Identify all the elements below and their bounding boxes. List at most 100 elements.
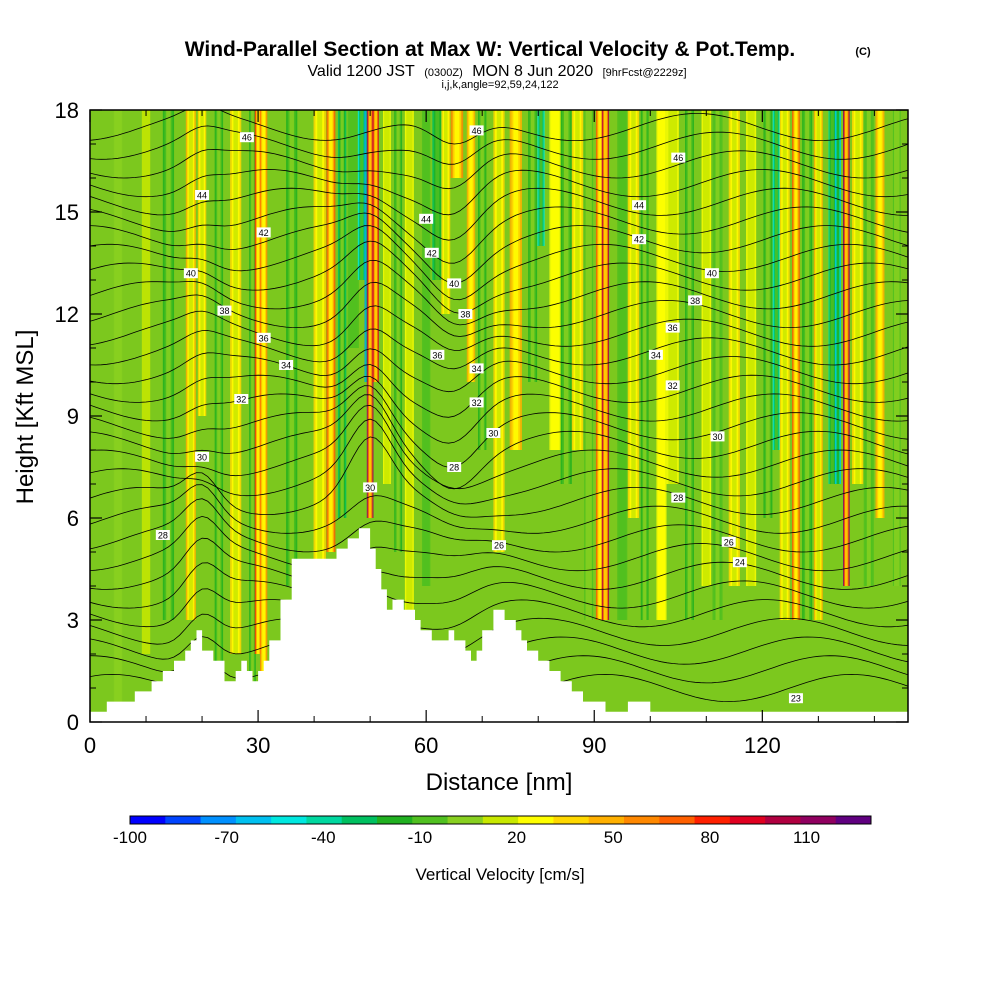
contour-label-bg	[710, 431, 725, 442]
colorbar-tick-label: 110	[793, 828, 820, 847]
velocity-band	[384, 110, 390, 484]
theta-contour-line	[90, 187, 908, 241]
colorbar-swatch	[377, 816, 413, 824]
contour-label-bg	[195, 451, 210, 462]
contour-label: 26	[724, 537, 734, 547]
velocity-band	[774, 110, 778, 450]
theta-contour-line	[90, 110, 908, 145]
velocity-band	[702, 110, 710, 586]
velocity-band	[894, 110, 900, 586]
colorbar-swatch	[694, 816, 731, 824]
velocity-band	[188, 110, 193, 620]
contour-label: 36	[432, 350, 442, 360]
velocity-band	[360, 110, 364, 280]
contour-label: 28	[158, 531, 168, 541]
velocity-band	[631, 110, 636, 518]
colorbar-swatch	[588, 816, 625, 824]
theta-contour-line	[90, 364, 908, 418]
velocity-band	[618, 110, 626, 620]
contour-label: 44	[634, 201, 644, 211]
y-tick-label: 18	[55, 98, 79, 123]
velocity-band	[141, 110, 151, 654]
subtitle-valid: Valid 1200 JST	[307, 63, 415, 80]
colorbar-swatch	[835, 816, 872, 824]
theta-contour-line	[90, 394, 908, 490]
colorbar-tick-label: 80	[700, 828, 719, 847]
theta-contour-line	[90, 169, 908, 216]
velocity-band	[368, 110, 372, 518]
contour-label-bg	[363, 482, 378, 493]
x-tick-label: 60	[414, 733, 438, 758]
theta-contour-line	[90, 418, 908, 505]
velocity-band	[262, 110, 266, 688]
contour-label-bg	[632, 200, 647, 211]
contour-label: 34	[651, 350, 661, 360]
theta-contour-line	[90, 484, 908, 534]
velocity-band	[747, 110, 755, 586]
x-tick-label: 90	[582, 733, 606, 758]
velocity-band	[687, 110, 692, 620]
colorbar-swatch	[447, 816, 484, 824]
velocity-band	[513, 110, 519, 450]
colorbar-swatch	[165, 816, 202, 824]
theta-contour-line	[90, 348, 908, 393]
velocity-band	[200, 110, 204, 416]
colorbar-swatch	[765, 816, 801, 824]
contour-label-bg	[665, 380, 680, 391]
theta-contour-line	[90, 148, 908, 190]
contour-label: 34	[281, 361, 291, 371]
contour-label: 28	[449, 463, 459, 473]
theta-contour-line	[90, 562, 908, 609]
colorbar-tick-label: -70	[214, 828, 239, 847]
colorbar-swatch	[729, 816, 766, 824]
velocity-band	[443, 110, 448, 314]
velocity-band	[643, 110, 647, 620]
velocity-band	[603, 110, 607, 620]
velocity-band	[805, 110, 810, 620]
contour-label: 30	[365, 483, 375, 493]
velocity-band	[866, 110, 871, 586]
contour-label: 32	[668, 381, 678, 391]
contour-label-bg	[447, 462, 462, 472]
subtitle-zulu: (0300Z)	[424, 67, 463, 79]
contour-label: 32	[236, 395, 246, 405]
theta-contour-labels: 46 46 46 44 44 44 42 42 42 40 40 40 38 38 38 36 36 36 34 34…	[155, 125, 803, 704]
velocity-band	[251, 110, 254, 688]
contour-label: 36	[259, 333, 269, 343]
velocity-band	[836, 110, 840, 484]
colorbar-swatch	[130, 816, 166, 824]
velocity-band	[575, 110, 580, 450]
contour-label-bg	[430, 349, 445, 360]
velocity-band	[217, 110, 221, 688]
y-axis-label: Height [Kft MSL]	[12, 330, 39, 505]
colorbar-tick-label: -10	[408, 828, 433, 847]
velocity-band	[715, 110, 720, 620]
velocity-band	[406, 110, 413, 620]
velocity-band	[289, 110, 294, 586]
subtitle-params: i,j,k,angle=92,59,24,122	[441, 79, 558, 91]
velocity-band	[340, 110, 344, 518]
theta-contour-line	[90, 375, 908, 444]
colorbar-swatch	[341, 816, 378, 824]
contour-label: 42	[634, 235, 644, 245]
colorbar-swatch	[200, 816, 237, 824]
contour-label-bg	[256, 227, 271, 238]
contour-label-bg	[671, 152, 686, 163]
contour-label-bg	[788, 693, 803, 704]
contour-label-bg	[183, 268, 198, 279]
contour-label-bg	[469, 125, 484, 136]
colorbar-swatch	[482, 816, 519, 824]
subtitle-forecast: [9hrFcst@2229z]	[603, 67, 687, 79]
contour-label: 46	[472, 126, 482, 136]
contour-label: 46	[242, 133, 252, 143]
colorbar-swatch	[624, 816, 660, 824]
velocity-band	[317, 110, 323, 586]
contour-label-bg	[486, 428, 501, 438]
contour-label-bg	[195, 190, 210, 200]
contour-label-bg	[239, 132, 254, 143]
contour-label-bg	[424, 247, 439, 258]
velocity-band	[816, 110, 821, 620]
contour-label: 23	[791, 694, 801, 704]
